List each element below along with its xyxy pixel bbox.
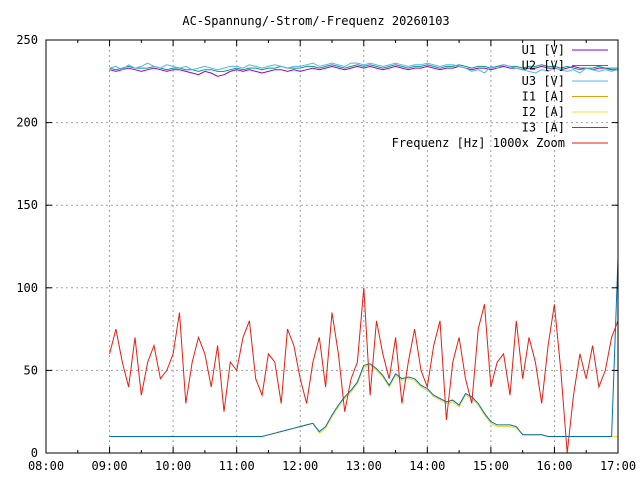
legend-label: I2 [A] bbox=[522, 105, 565, 119]
legend-label: I1 [A] bbox=[522, 90, 565, 104]
legend-label: U1 [V] bbox=[522, 43, 565, 57]
legend-label: U3 [V] bbox=[522, 74, 565, 88]
x-tick-label: 10:00 bbox=[155, 459, 191, 473]
x-tick-label: 12:00 bbox=[282, 459, 318, 473]
x-tick-label: 11:00 bbox=[219, 459, 255, 473]
chart-title: AC-Spannung/-Strom/-Frequenz 20260103 bbox=[182, 14, 449, 28]
y-tick-label: 250 bbox=[16, 33, 38, 47]
y-tick-label: 100 bbox=[16, 281, 38, 295]
y-tick-label: 0 bbox=[31, 446, 38, 460]
x-tick-label: 15:00 bbox=[473, 459, 509, 473]
series-group bbox=[109, 62, 619, 454]
y-tick-label: 50 bbox=[24, 363, 38, 377]
series-line-u2 bbox=[109, 64, 618, 72]
legend-label: I3 [A] bbox=[522, 121, 565, 135]
y-tick-label: 150 bbox=[16, 198, 38, 212]
series-line-u3 bbox=[109, 62, 619, 74]
x-tick-label: 09:00 bbox=[91, 459, 127, 473]
x-tick-label: 14:00 bbox=[409, 459, 445, 473]
x-tick-label: 16:00 bbox=[536, 459, 572, 473]
axes: 0 50 100 150 200 250 08:00 09:00 10:00 11:00 12:00… bbox=[16, 33, 636, 473]
legend-label: Frequenz [Hz] 1000x Zoom bbox=[392, 136, 565, 150]
x-tick-label: 08:00 bbox=[28, 459, 64, 473]
series-line-u1 bbox=[109, 65, 618, 77]
series-line-i3 bbox=[109, 258, 619, 437]
y-tick-label: 200 bbox=[16, 116, 38, 130]
grid bbox=[46, 40, 618, 453]
x-tick-label: 17:00 bbox=[600, 459, 636, 473]
legend: U1 [V] U2 [V]U3 [V] I1 [A]I2 [A] I3 [A]Freq… bbox=[392, 43, 608, 150]
x-tick-label: 13:00 bbox=[346, 459, 382, 473]
legend-label: U2 [V] bbox=[522, 59, 565, 73]
series-line-frequenz bbox=[109, 287, 619, 454]
